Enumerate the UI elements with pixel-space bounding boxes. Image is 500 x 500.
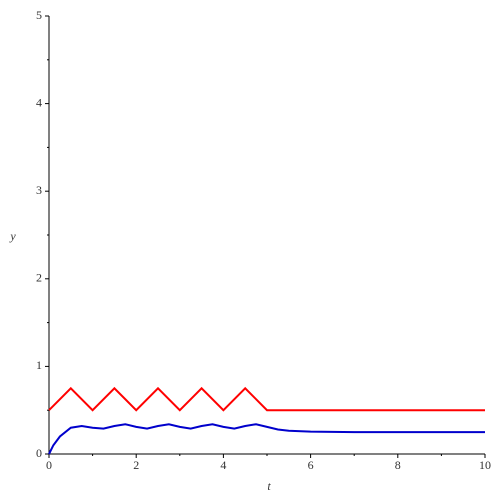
x-tick-label: 0	[46, 458, 52, 472]
y-tick-label: 4	[36, 95, 42, 109]
y-tick-label: 1	[36, 358, 42, 372]
y-tick-label: 3	[36, 183, 42, 197]
x-tick-label: 8	[395, 458, 401, 472]
y-tick-label: 0	[36, 446, 42, 460]
x-tick-label: 10	[479, 458, 491, 472]
data-line	[48, 386, 485, 412]
y-tick-label: 2	[36, 271, 42, 285]
x-tick-label: 6	[308, 458, 314, 472]
x-tick-label: 4	[220, 458, 226, 472]
y-tick-label: 5	[36, 8, 42, 22]
data-line	[48, 423, 485, 455]
x-tick-label: 2	[133, 458, 139, 472]
y-axis-label: y	[9, 229, 16, 243]
x-axis-label: t	[267, 479, 271, 493]
